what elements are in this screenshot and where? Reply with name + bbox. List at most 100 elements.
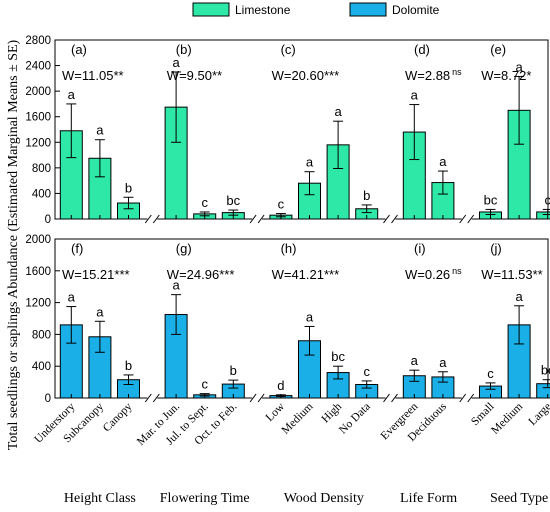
subplot-label: (j) (490, 241, 502, 256)
group-title: Flowering Time (160, 491, 250, 506)
x-tick-label: Low (264, 400, 288, 424)
y-axis-label: Total seedlings or saplings Abundance (E… (6, 39, 21, 450)
axis-break-mark (467, 214, 475, 224)
subplot-statistic: W=8.72* (481, 68, 531, 83)
significance-letter: a (306, 155, 314, 170)
subplot-statistic: W=11.05** (62, 68, 124, 83)
significance-letter: a (96, 123, 104, 138)
subplot-i: (i) W=0.26 ns a a (402, 241, 462, 399)
subplot-statistic: W=15.21*** (62, 267, 130, 282)
axis-break-mark (152, 214, 160, 224)
axis-break-mark (257, 214, 265, 224)
subplot-b: (b) W=9.50**a c bc (164, 42, 245, 220)
axis-break-gap (461, 216, 472, 222)
group-title: Seed Type (490, 491, 548, 506)
y-tick-label: 400 (32, 361, 51, 373)
panel-limestone: 0 400 800 1200 1600 2000 2400 2800 (a) W=11.05** a… (25, 35, 550, 226)
significance-letter: a (68, 290, 76, 305)
significance-letter: bc (226, 193, 240, 208)
significance-letter: c (201, 377, 208, 392)
x-tick-label: Medium (280, 401, 316, 437)
axis-break-gap (461, 395, 472, 401)
y-tick-label: 1600 (25, 112, 51, 124)
axis-break-mark (249, 214, 257, 224)
y-tick-label: 2400 (25, 61, 51, 73)
y-tick-label: 1600 (25, 266, 51, 278)
subplot-statistic: W=20.60*** (272, 68, 340, 83)
axis-break-mark (383, 393, 390, 403)
significance-letter: a (439, 154, 447, 169)
y-tick-label: 400 (32, 188, 51, 200)
x-tick-label: High (319, 400, 344, 425)
significance-letter: bc (331, 349, 345, 364)
significance-letter: a (172, 55, 180, 70)
significance-letter: b (125, 180, 132, 195)
subplot-g: (g) W=24.96***a c b (164, 241, 245, 399)
subplot-f: (f) W=15.21*** a a b (59, 241, 140, 399)
y-tick-label: 1200 (25, 298, 51, 310)
subplot-c: (c) W=20.60*** c a a b (269, 42, 379, 220)
x-tick-label: Large (527, 401, 550, 428)
plot-area: 0 400 800 1200 1600 2000 2400 2800 (a) W=11.05** a… (25, 35, 550, 506)
significance-letter: c (278, 197, 285, 212)
subplot-d: (d) W=2.88 ns a a (402, 42, 462, 220)
subplot-statistic: W=24.96*** (167, 267, 235, 282)
axis-break-gap (385, 395, 396, 401)
significance-letter: a (411, 353, 419, 368)
axis-break-mark (249, 393, 257, 403)
significance-letter: a (439, 355, 447, 370)
significance-letter: a (411, 88, 419, 103)
subplot-statistic: W=2.88 ns (405, 67, 462, 83)
significance-letter: c (544, 192, 550, 207)
x-tick-label: No Data (337, 401, 373, 437)
subplot-e: (e) W=8.72* bc a c (479, 42, 550, 220)
y-tick-label: 2800 (25, 35, 51, 47)
group-title: Life Form (400, 491, 457, 506)
legend-swatch-dolomite (349, 2, 387, 17)
subplot-label: (h) (281, 241, 297, 256)
panel-dolomite: 0 400 800 1200 1600 2000 (f) W=15.21*** a a b (g) W=… (25, 234, 550, 405)
significance-letter: a (515, 59, 523, 74)
subplot-label: (b) (176, 42, 192, 57)
subplot-statistic: W=9.50** (167, 68, 222, 83)
subplot-label: (c) (281, 42, 296, 57)
y-tick-label: 2000 (25, 86, 51, 98)
subplot-label: (i) (414, 241, 426, 256)
significance-letter: bc (484, 192, 498, 207)
axis-break-gap (147, 216, 158, 222)
axis-break-mark (467, 393, 475, 403)
y-tick-label: 800 (32, 163, 51, 175)
significance-letter: b (125, 358, 132, 373)
axis-break-gap (147, 395, 158, 401)
subplot-statistic: W=41.21*** (272, 267, 340, 282)
axis-break-mark (144, 393, 152, 403)
subplot-j: (j) W=11.53** c a bc (479, 241, 550, 399)
y-tick-label: 800 (32, 329, 51, 341)
y-tick-label: 1200 (25, 137, 51, 149)
axis-break-mark (391, 393, 398, 403)
significance-letter: d (277, 378, 284, 393)
y-tick-label: 0 (45, 393, 51, 405)
axis-break-gap (252, 216, 263, 222)
group-title: Height Class (64, 491, 136, 506)
axis-break-mark (391, 214, 398, 224)
subplot-label: (g) (176, 241, 192, 256)
significance-letter: b (230, 363, 237, 378)
significance-letter: a (515, 289, 523, 304)
axis-break-gap (252, 395, 263, 401)
axis-break-mark (383, 214, 390, 224)
subplot-a: (a) W=11.05** a a b (59, 42, 140, 220)
significance-letter: a (334, 104, 342, 119)
subplot-label: (a) (71, 42, 87, 57)
axis-break-mark (459, 393, 467, 403)
significance-letter: a (172, 278, 180, 293)
group-flowering-time: Mar. to Jun.Jul. to Sept.Oct. to Feb.Flo… (135, 401, 250, 506)
x-tick-label: Medium (489, 401, 525, 437)
axis-break-mark (144, 214, 152, 224)
subplot-label: (d) (414, 42, 430, 57)
